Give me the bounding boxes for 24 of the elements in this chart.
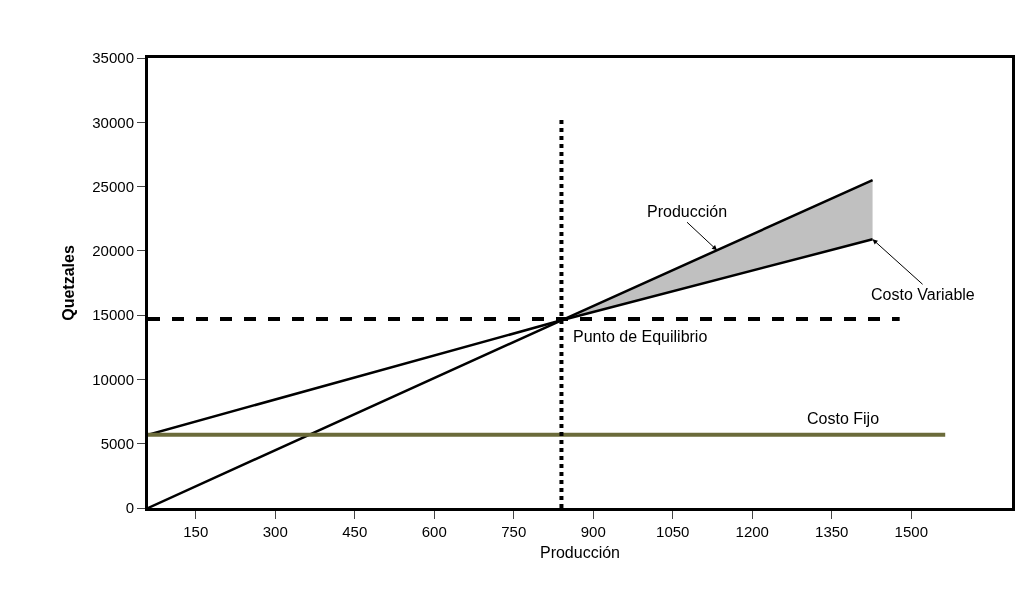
y-axis-title: Quetzales bbox=[60, 245, 78, 321]
x-tick-label: 1050 bbox=[656, 523, 690, 540]
x-tick-label: 1500 bbox=[894, 523, 928, 540]
y-tick-label: 15000 bbox=[92, 306, 134, 324]
y-tick-label: 30000 bbox=[92, 113, 134, 131]
x-tick-label: 1200 bbox=[735, 523, 769, 540]
x-tick-label: 150 bbox=[183, 523, 209, 540]
y-tick-label: 35000 bbox=[92, 49, 134, 67]
annotation: Punto de Equilibrio bbox=[573, 328, 708, 345]
x-tick-label: 600 bbox=[421, 523, 447, 540]
x-tick-label: 750 bbox=[501, 523, 527, 540]
x-tick-label: 900 bbox=[580, 523, 606, 540]
y-tick-label: 0 bbox=[125, 499, 134, 517]
x-tick-label: 450 bbox=[342, 523, 368, 540]
x-axis-title: Producción bbox=[539, 543, 621, 561]
y-tick-label: 20000 bbox=[92, 242, 134, 260]
y-tick-label: 10000 bbox=[92, 370, 134, 388]
y-tick-label: 25000 bbox=[92, 177, 134, 195]
text: Costo Variable bbox=[871, 286, 975, 303]
series-label: Producción bbox=[647, 203, 728, 220]
y-tick-label: 5000 bbox=[100, 434, 134, 452]
series-label: Costo Fijo bbox=[807, 410, 880, 427]
x-tick-label: 300 bbox=[262, 523, 288, 540]
x-tick-label: 1350 bbox=[815, 523, 849, 540]
